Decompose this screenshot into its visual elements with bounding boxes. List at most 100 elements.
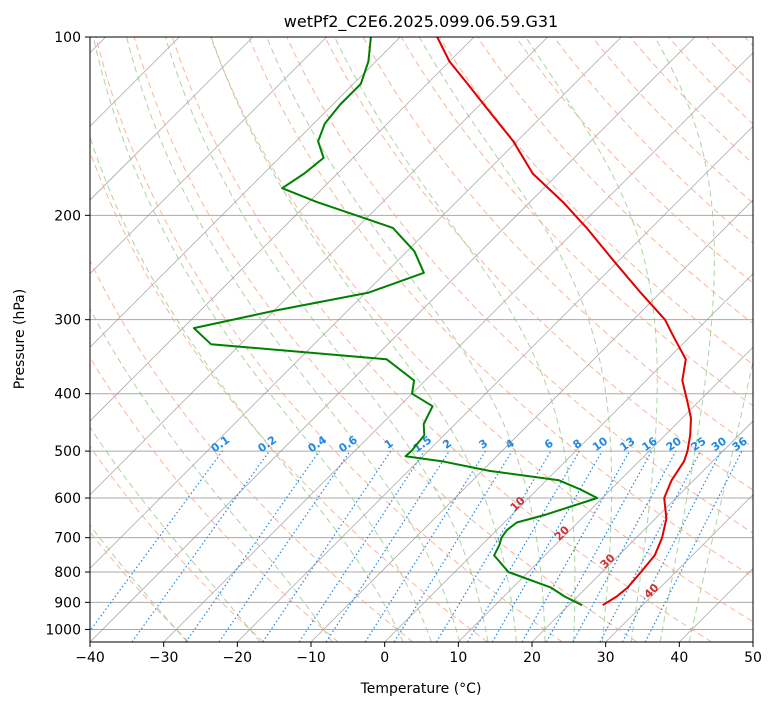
dry-adiabat-line <box>248 37 753 578</box>
mixing-ratio-line <box>545 450 653 642</box>
sounding-series <box>192 37 692 607</box>
isotherm-line <box>679 567 753 642</box>
y-tick-label: 600 <box>54 491 81 507</box>
dry-adiabat-line <box>133 37 638 642</box>
moist-adiabat-line <box>126 37 461 642</box>
adiabat-label: 20 <box>552 523 572 543</box>
dry-adiabat-line <box>477 37 753 325</box>
axes: −40 −30 −20 −10 0 10 20 30 40 5010020030040050060… <box>45 30 762 666</box>
isotherm-line <box>90 37 475 422</box>
y-axis-label: Pressure (hPa) <box>12 289 28 389</box>
mixing-ratio-label: 2 <box>440 437 454 452</box>
x-tick-label: 30 <box>597 650 615 666</box>
y-tick-label: 700 <box>54 531 81 547</box>
isotherm-line <box>531 420 753 642</box>
moist-adiabat-line <box>90 308 333 642</box>
moist-adiabat-line <box>92 37 432 642</box>
x-tick-label: −10 <box>296 650 326 666</box>
mixing-ratio-label: 0.1 <box>209 433 232 455</box>
isotherm-line <box>458 346 753 642</box>
y-tick-label: 900 <box>54 595 81 611</box>
dry-adiabat-line <box>706 37 753 86</box>
y-tick-label: 400 <box>54 387 81 403</box>
isotherm-line <box>90 37 401 348</box>
mixing-ratio-line <box>393 450 513 642</box>
y-tick-label: 1000 <box>45 622 81 638</box>
dry-adiabat-line <box>90 531 190 642</box>
mixing-ratio-label: 0.6 <box>336 433 360 455</box>
moist-adiabat-line <box>525 37 658 642</box>
dry-adiabat-line <box>171 37 712 642</box>
isotherm-line <box>90 37 254 201</box>
dry-adiabat-line <box>515 37 753 284</box>
mixing-ratio-line <box>218 450 351 642</box>
mixing-ratio-line <box>521 450 631 642</box>
mixing-ratio-line <box>491 450 603 642</box>
dry-adiabat-line <box>90 150 488 642</box>
isotherm-line <box>90 37 696 642</box>
x-tick-label: −40 <box>75 650 105 666</box>
moist-adiabat-line <box>418 37 613 642</box>
x-tick-label: −30 <box>149 650 179 666</box>
dry-adiabat-line <box>744 37 753 47</box>
dry-adiabat-line <box>629 37 753 165</box>
mixing-ratio-line <box>185 450 320 642</box>
x-axis-label: Temperature (°C) <box>360 681 482 697</box>
temperature-profile <box>436 37 692 607</box>
isotherm-line <box>752 641 753 642</box>
mixing-ratio-label: 6 <box>542 437 556 452</box>
moist-adiabat-line <box>266 37 546 642</box>
x-tick-label: 0 <box>380 650 389 666</box>
isotherm-line <box>384 273 753 642</box>
dry-adiabat-line <box>438 37 753 366</box>
mixing-ratio-line <box>325 450 450 642</box>
mixing-ratio-label: 3 <box>477 437 491 452</box>
dewpoint-profile <box>192 37 599 607</box>
mixing-ratio-line <box>435 450 552 642</box>
isotherm-line <box>237 125 753 642</box>
dry-adiabat-line <box>210 37 753 623</box>
moist-adiabat-line <box>654 37 715 642</box>
y-tick-label: 800 <box>54 565 81 581</box>
isotherm-line <box>90 37 327 275</box>
x-tick-label: 40 <box>670 650 688 666</box>
moist-adiabat-line <box>210 37 517 642</box>
mixing-ratio-line <box>466 450 580 642</box>
mixing-ratio-line <box>599 450 702 642</box>
dry-adiabat-line <box>553 37 753 244</box>
dry-adiabat-line <box>90 445 264 642</box>
y-tick-label: 500 <box>54 444 81 460</box>
y-tick-label: 300 <box>54 313 81 329</box>
dry-adiabat-line <box>591 37 753 204</box>
mixing-ratio-line <box>298 450 425 642</box>
moist-adiabat-line <box>334 37 576 642</box>
moist-adiabat-line <box>164 37 489 642</box>
mixing-ratio-line <box>364 450 486 642</box>
dry-adiabat-line <box>362 37 753 449</box>
moist-adiabat-line <box>90 135 404 642</box>
plot-frame <box>89 36 754 643</box>
y-tick-label: 100 <box>54 30 81 46</box>
x-tick-label: 20 <box>523 650 541 666</box>
x-tick-label: 50 <box>744 650 762 666</box>
x-tick-label: −20 <box>223 650 253 666</box>
mixing-ratio-line <box>90 450 223 632</box>
dry-adiabat-line <box>90 356 339 642</box>
mixing-ratio-line <box>572 450 677 642</box>
isotherm-line <box>90 37 548 496</box>
isotherm-line <box>90 37 622 569</box>
adiabat-label: 30 <box>598 551 618 571</box>
isotherm-line <box>605 494 753 642</box>
moist-adiabat-line <box>688 358 753 642</box>
x-tick-label: 10 <box>449 650 467 666</box>
adiabat-label: -100 <box>761 63 775 92</box>
y-tick-label: 200 <box>54 208 81 224</box>
adiabat-label: 10 <box>508 494 528 514</box>
moist-adiabat-line <box>90 426 261 642</box>
chart-title: wetPf2_C2E6.2025.099.06.59.G31 <box>284 12 558 32</box>
moist-adiabat-line <box>90 524 188 642</box>
background-lines <box>90 37 753 642</box>
dry-adiabat-line <box>668 37 753 125</box>
isotherm-line <box>310 199 753 642</box>
